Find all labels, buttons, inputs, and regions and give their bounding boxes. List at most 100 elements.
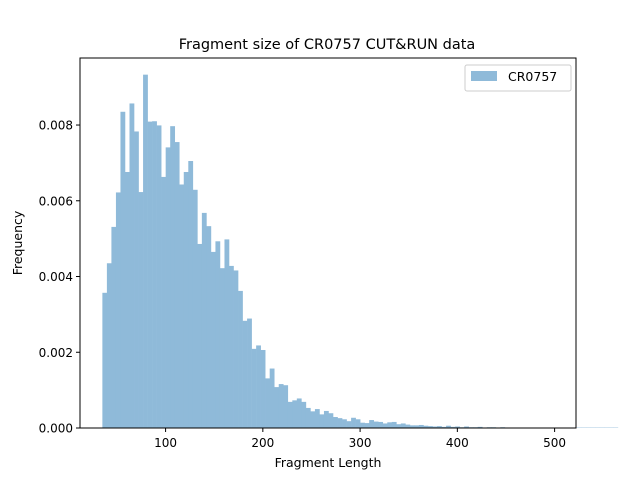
histogram-bar (251, 348, 257, 428)
histogram-bar (147, 121, 153, 429)
histogram-bar (138, 192, 144, 428)
histogram-bar (143, 74, 148, 428)
histogram-bar (328, 413, 334, 428)
histogram-bar (274, 387, 280, 428)
histogram-bar (373, 421, 379, 428)
histogram-bar (197, 243, 203, 428)
histogram-bar (242, 320, 248, 428)
histogram-bar (183, 171, 189, 429)
histogram-bar (165, 147, 171, 428)
histogram-bar (301, 401, 307, 428)
x-tick-label: 300 (349, 436, 372, 450)
histogram-bar (287, 401, 293, 428)
histogram-bar (206, 226, 212, 428)
histogram-bar (378, 421, 384, 428)
histogram-bar (418, 424, 424, 428)
histogram-bar (400, 423, 406, 428)
histogram-bar (409, 425, 415, 428)
histogram-bar (210, 251, 216, 428)
histogram-bar (446, 425, 451, 428)
histogram-bar (455, 426, 460, 428)
histogram-bar (161, 176, 166, 428)
y-axis-ticks: 0.000 0.002 0.004 0.006 0.008 (39, 119, 80, 436)
histogram-bar (120, 111, 126, 428)
histogram-bar (111, 226, 117, 428)
histogram-bar (283, 385, 289, 428)
histogram-bar (369, 420, 375, 428)
histogram-bar (323, 410, 329, 428)
histogram-bar (265, 378, 270, 428)
histogram-bar (201, 212, 207, 428)
y-tick-label: 0.006 (39, 194, 73, 208)
histogram-bar (296, 398, 302, 428)
legend: CR0757 (464, 64, 572, 92)
histogram-bar (364, 423, 370, 428)
histogram-bar (247, 318, 252, 428)
histogram-bar (224, 239, 230, 428)
histogram-bar (423, 425, 429, 428)
histogram-bar (292, 400, 298, 428)
legend-label: CR0757 (508, 69, 557, 84)
histogram-bar (179, 184, 185, 428)
histogram-bar (219, 268, 225, 428)
histogram-bar (233, 270, 239, 428)
histogram-bar (414, 425, 420, 428)
histogram-bar (387, 422, 393, 428)
histogram-bar (174, 142, 180, 428)
histogram-bar (269, 368, 275, 428)
y-tick-label: 0.002 (39, 346, 73, 360)
histogram-bar (152, 121, 157, 429)
histogram-bar (305, 407, 311, 428)
y-tick-label: 0.004 (39, 270, 73, 284)
histogram-bar (477, 426, 483, 428)
histogram-bar (215, 241, 221, 428)
histogram-bar (256, 345, 261, 428)
y-tick-label: 0.008 (39, 119, 73, 133)
plot-frame (79, 57, 577, 429)
histogram-bar (405, 424, 411, 428)
histogram-bar (351, 417, 356, 428)
histogram-bar (346, 421, 352, 428)
histogram-bar (124, 171, 130, 429)
histogram-bar (337, 418, 343, 428)
x-tick-label: 500 (543, 436, 566, 450)
x-tick-label: 200 (251, 436, 274, 450)
histogram-bar (102, 292, 108, 428)
histogram-bar (115, 192, 121, 428)
histogram-bar (355, 419, 361, 428)
histogram-bar (333, 417, 338, 428)
histogram-bar (314, 409, 320, 428)
histogram-bar (391, 421, 397, 428)
histogram-bar (360, 422, 365, 428)
histogram-bar (278, 384, 284, 428)
histogram-bar (396, 424, 402, 428)
histogram-bar (432, 426, 438, 428)
y-tick-label: 0.000 (39, 422, 73, 436)
x-axis-ticks: 100 200 300 400 500 (154, 428, 566, 450)
histogram-bar (441, 426, 447, 428)
histogram-bar (464, 426, 469, 428)
histogram-bar (238, 290, 243, 428)
histogram-bar (192, 189, 198, 428)
y-axis-label: Frequency (10, 210, 25, 275)
histogram-bar (134, 131, 139, 428)
histogram-bar (310, 411, 316, 428)
histogram-bar (450, 426, 456, 428)
histogram-bar (228, 265, 234, 428)
histogram-bar (260, 349, 266, 428)
histogram-bar (437, 426, 442, 428)
histogram-bar (188, 161, 194, 428)
histogram-bar (382, 423, 388, 428)
histogram-bar (319, 414, 325, 428)
legend-swatch (471, 71, 497, 81)
chart-title: Fragment size of CR0757 CUT&RUN data (179, 37, 476, 53)
histogram-bar (156, 125, 162, 428)
x-tick-label: 100 (154, 436, 177, 450)
x-axis-label: Fragment Length (275, 455, 382, 470)
x-tick-label: 400 (446, 436, 469, 450)
histogram-bar (170, 126, 176, 429)
histogram-bar (106, 263, 112, 428)
histogram-bar (427, 426, 433, 428)
histogram-bars (102, 74, 619, 429)
